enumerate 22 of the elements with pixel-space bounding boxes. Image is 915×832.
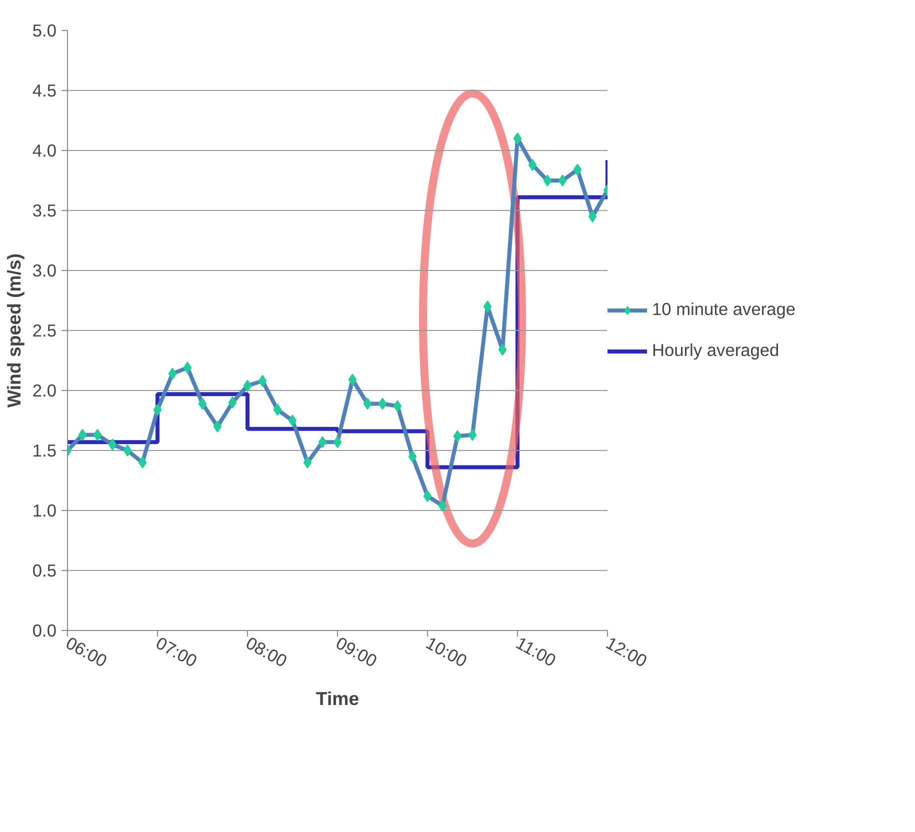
- y-tick-label: 3.0: [32, 260, 57, 280]
- x-tick-label: 06:00: [62, 632, 110, 672]
- y-tick-label: 1.0: [32, 500, 57, 520]
- x-tick-label: 10:00: [422, 632, 470, 672]
- y-tick-label: 4.5: [32, 80, 57, 100]
- y-tick-label: 3.5: [32, 200, 57, 220]
- x-tick-label: 11:00: [512, 632, 560, 670]
- legend-label: 10 minute average: [652, 299, 796, 320]
- x-axis-title: Time: [316, 688, 360, 709]
- y-tick-label: 2.0: [32, 380, 57, 400]
- y-tick-label: 0.5: [32, 560, 57, 580]
- legend-label: Hourly averaged: [652, 340, 780, 361]
- x-tick-label: 08:00: [242, 632, 290, 672]
- y-tick-label: 2.5: [32, 320, 57, 340]
- y-tick-label: 4.0: [32, 140, 57, 160]
- y-tick-label: 0.0: [32, 620, 57, 640]
- x-tick-label: 12:00: [602, 632, 650, 672]
- y-axis-title: Wind speed (m/s): [3, 253, 24, 408]
- x-tick-label: 07:00: [152, 632, 200, 672]
- y-tick-label: 5.0: [32, 20, 57, 40]
- x-tick-label: 09:00: [332, 632, 380, 672]
- y-tick-label: 1.5: [32, 440, 57, 460]
